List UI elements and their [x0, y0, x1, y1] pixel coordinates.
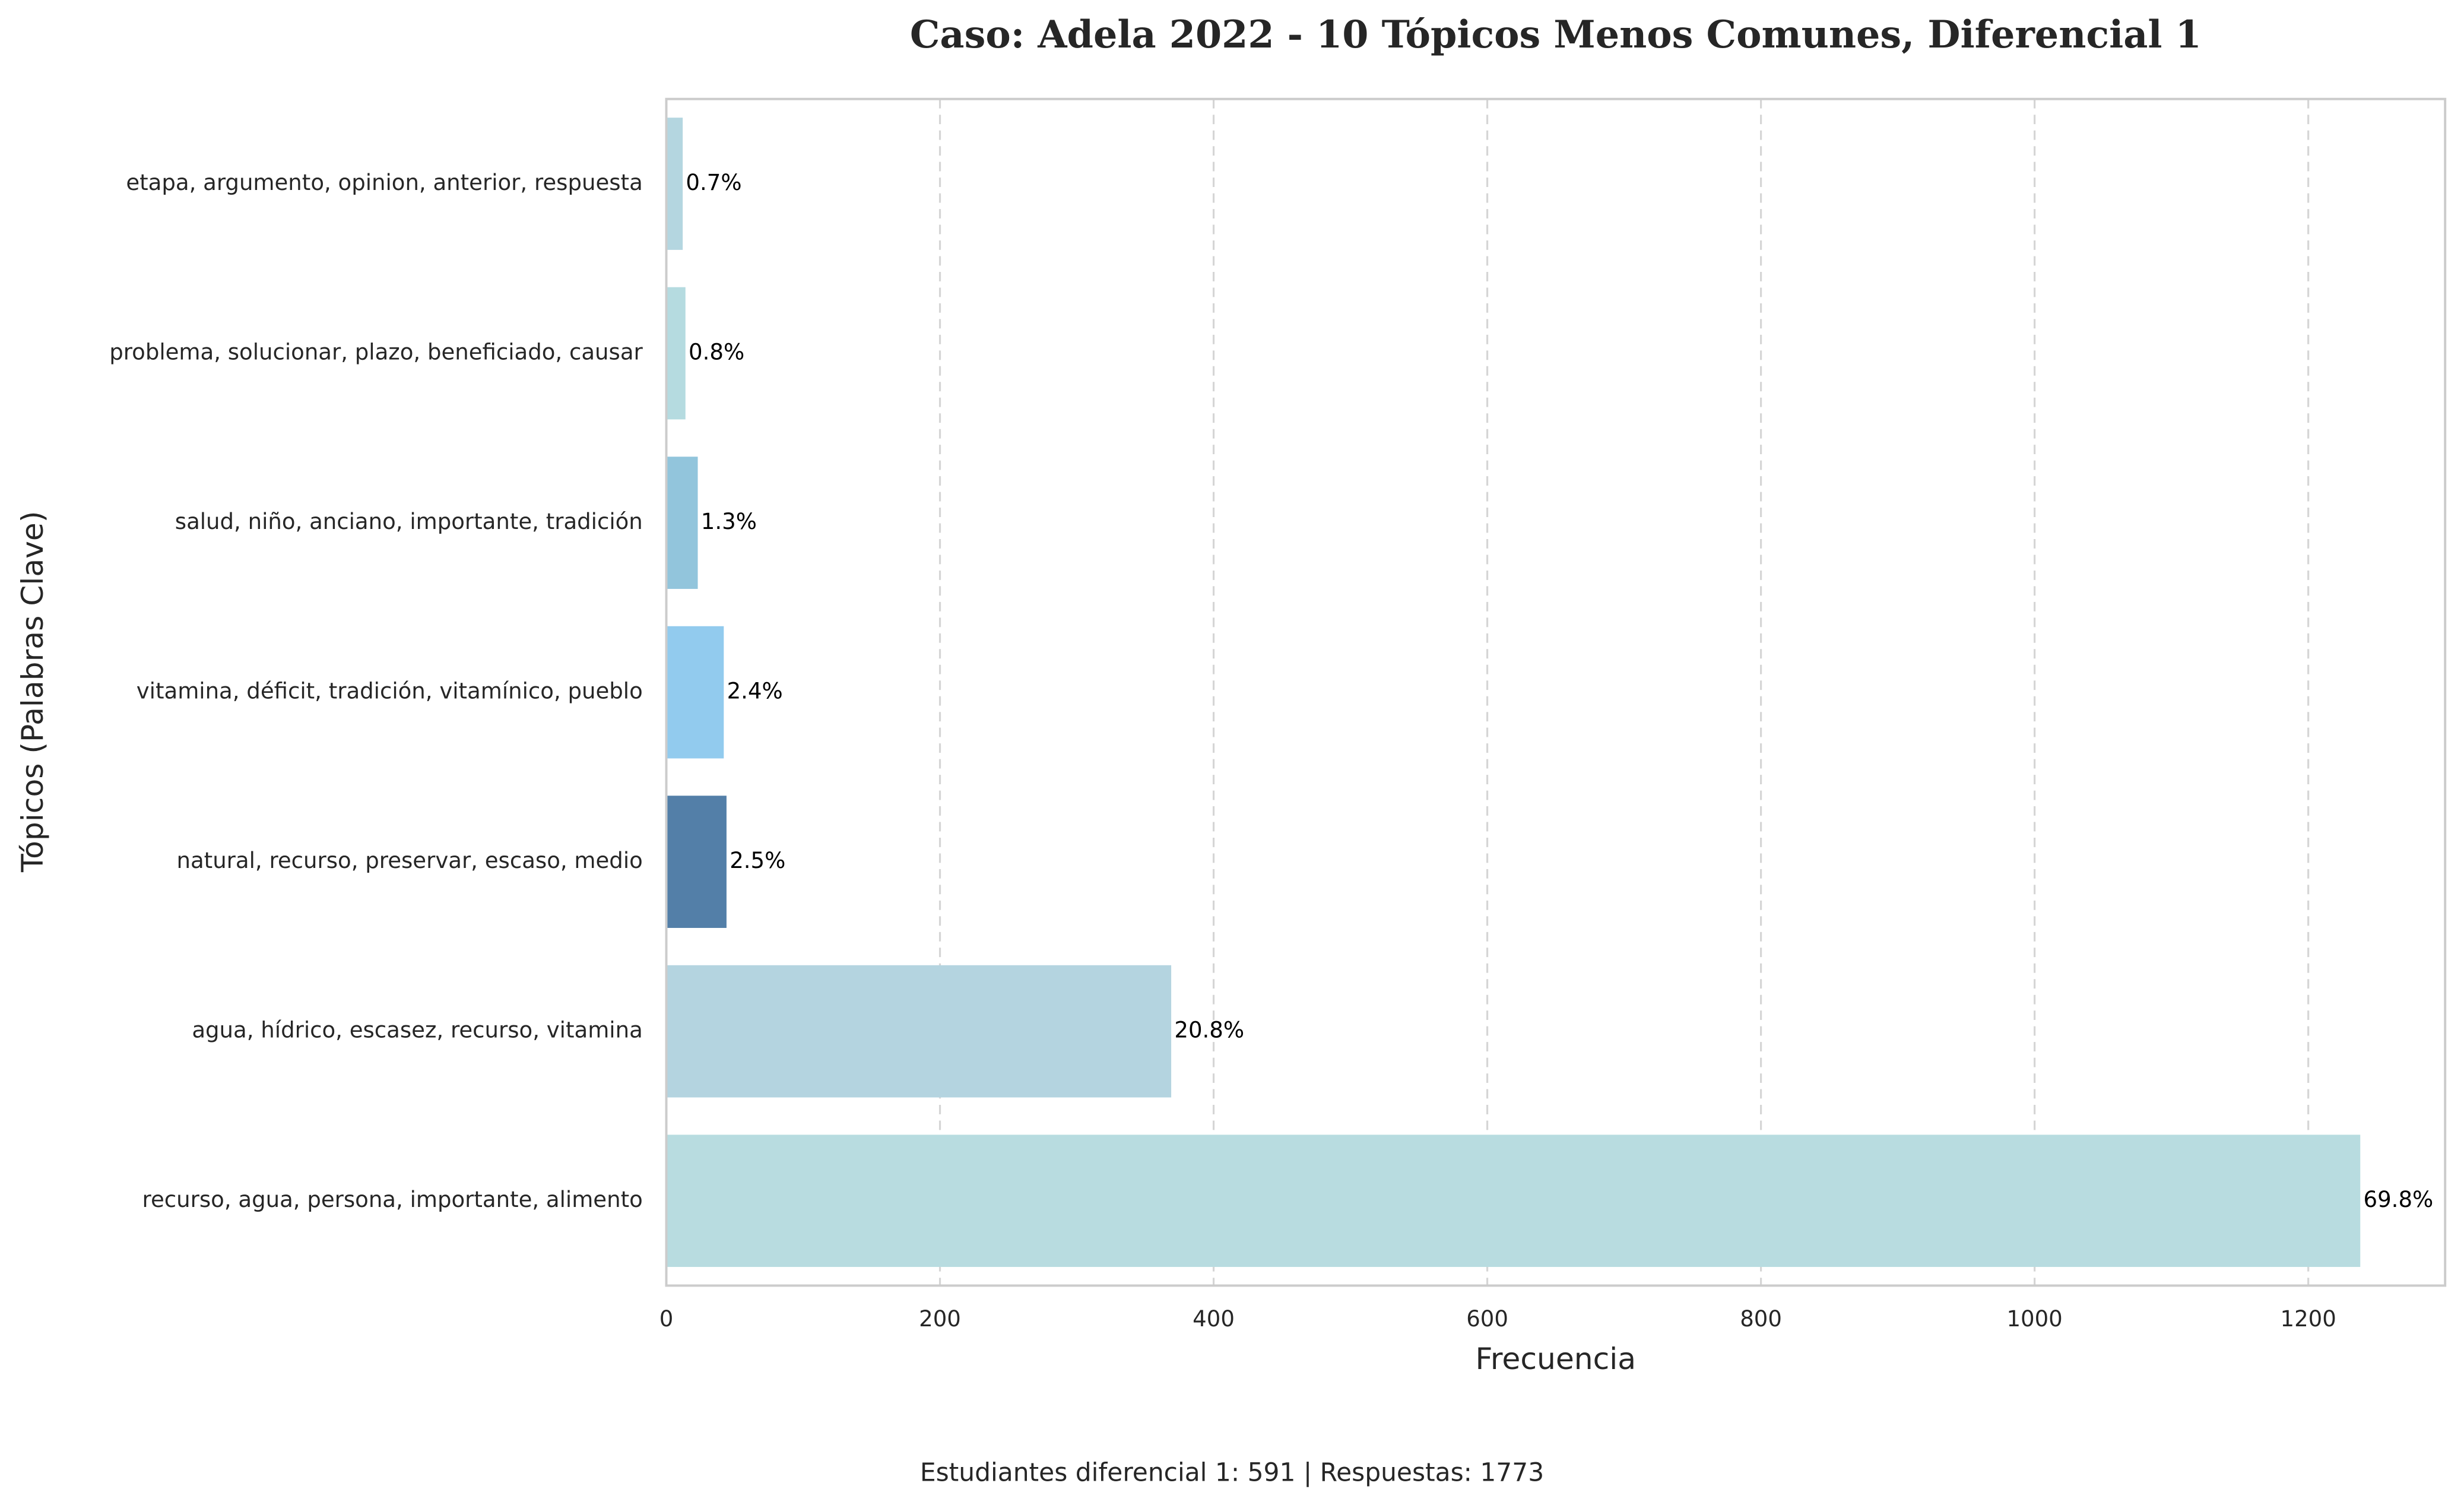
y-axis-label: Tópicos (Palabras Clave)	[15, 511, 50, 873]
y-tick-label: vitamina, déficit, tradición, vitamínico…	[137, 679, 643, 704]
y-tick-label: etapa, argumento, opinion, anterior, res…	[126, 170, 642, 195]
x-tick-label: 600	[1466, 1306, 1508, 1332]
value-label: 0.7%	[686, 170, 741, 195]
plot-frame	[665, 97, 2447, 1287]
chart-title: Caso: Adela 2022 - 10 Tópicos Menos Comu…	[910, 12, 2202, 56]
value-label: 20.8%	[1174, 1018, 1244, 1043]
x-tick-label: 200	[919, 1306, 961, 1332]
x-tick-label: 800	[1740, 1306, 1782, 1332]
bar	[666, 1135, 2361, 1268]
y-tick-label: salud, niño, anciano, importante, tradic…	[175, 509, 643, 534]
value-label: 2.5%	[730, 848, 785, 873]
value-label: 2.4%	[727, 679, 783, 704]
value-label: 0.8%	[689, 340, 744, 365]
y-tick-label: recurso, agua, persona, importante, alim…	[142, 1187, 643, 1212]
bar	[666, 287, 686, 420]
x-tick-label: 1200	[2281, 1306, 2336, 1332]
bar	[666, 626, 724, 759]
x-axis-label: Frecuencia	[1476, 1341, 1637, 1376]
value-label: 1.3%	[701, 509, 757, 534]
value-label: 69.8%	[2364, 1187, 2434, 1212]
footer-note: Estudiantes diferencial 1: 591 | Respues…	[920, 1458, 1544, 1487]
bar	[666, 457, 698, 589]
x-tick-label: 400	[1193, 1306, 1235, 1332]
bar	[666, 965, 1172, 1098]
y-tick-label: natural, recurso, preservar, escaso, med…	[177, 848, 643, 873]
bar	[666, 796, 727, 928]
y-tick-label: agua, hídrico, escasez, recurso, vitamin…	[192, 1018, 642, 1043]
x-tick-label: 0	[659, 1306, 674, 1332]
y-tick-label: problema, solucionar, plazo, beneficiado…	[109, 340, 643, 365]
bar	[666, 118, 683, 250]
x-tick-label: 1000	[2006, 1306, 2062, 1332]
